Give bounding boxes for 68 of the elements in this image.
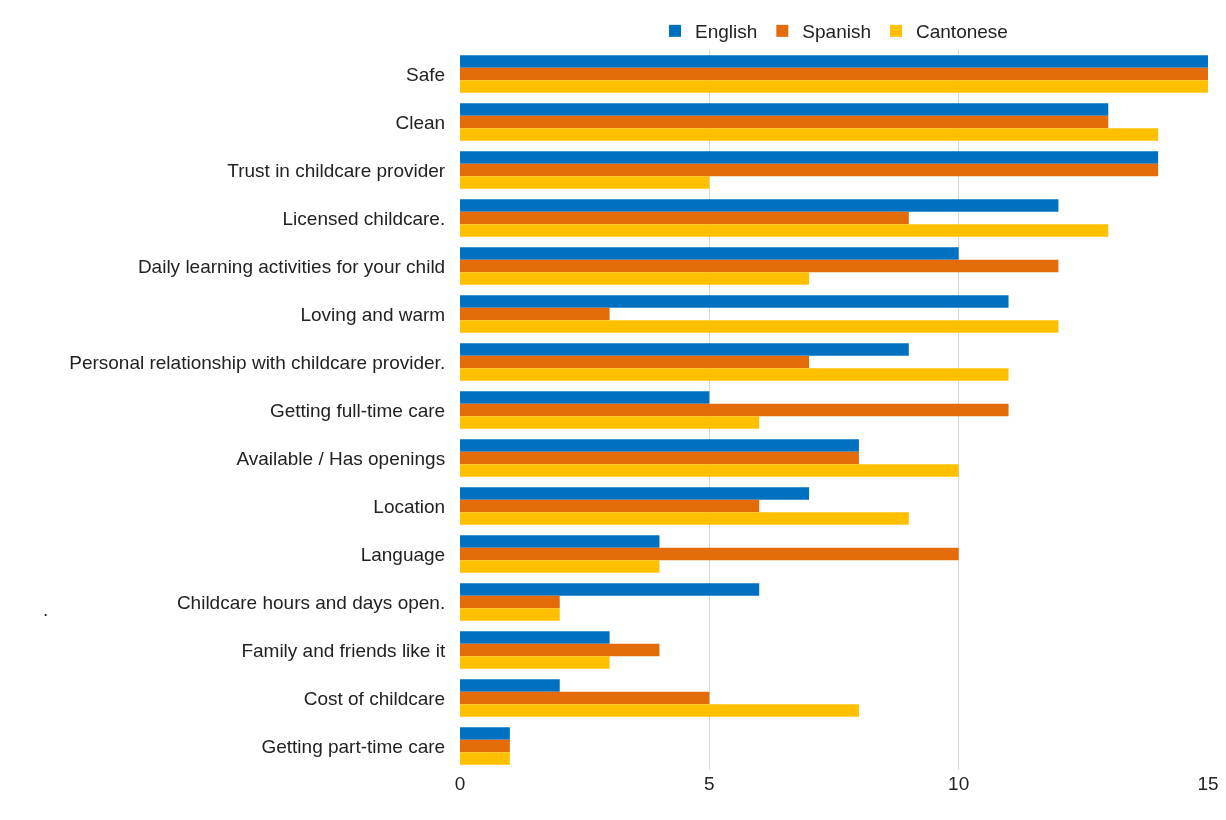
bar — [460, 391, 710, 404]
y-tick-label: Personal relationship with childcare provider. — [69, 351, 446, 373]
y-tick-label: Trust in childcare provider — [227, 159, 446, 181]
bar — [460, 176, 710, 189]
bar — [460, 643, 660, 657]
bar — [460, 211, 909, 225]
bar — [460, 320, 1059, 333]
bar — [460, 343, 909, 356]
bar — [460, 679, 560, 692]
x-tick-label: 5 — [704, 773, 715, 794]
bar — [460, 656, 610, 669]
bar — [460, 247, 959, 260]
bar — [460, 451, 859, 465]
y-tick-label: Cost of childcare — [303, 687, 446, 709]
bar — [460, 55, 1208, 68]
y-tick-label: Safe — [406, 63, 446, 85]
bar — [460, 272, 810, 285]
bar — [460, 439, 859, 452]
bar — [460, 583, 760, 596]
bar — [460, 151, 1159, 164]
x-tick-label: 0 — [454, 773, 466, 794]
bar — [460, 355, 810, 369]
bar — [460, 80, 1208, 93]
bar — [460, 631, 610, 644]
bar — [460, 224, 1109, 237]
bar — [460, 535, 660, 548]
y-tick-label: Childcare hours and days open. — [176, 591, 446, 613]
bar — [460, 259, 1059, 273]
bar — [460, 608, 560, 621]
bar — [460, 368, 1009, 381]
bar — [460, 704, 859, 717]
bar — [460, 727, 510, 740]
legend-label: Spanish — [802, 21, 871, 43]
bar — [460, 512, 909, 525]
legend-label: Cantonese — [916, 21, 1008, 43]
x-tick-label: 15 — [1197, 773, 1219, 794]
y-tick-label: Available / Has openings — [236, 447, 446, 469]
y-tick-label: Family and friends like it — [241, 639, 446, 661]
bar — [460, 739, 510, 753]
y-tick-label: Getting full-time care — [269, 399, 446, 421]
bar — [460, 487, 810, 500]
bar — [460, 115, 1109, 129]
text: . — [43, 599, 49, 620]
y-tick-label: Location — [373, 495, 446, 517]
bar — [460, 67, 1208, 81]
bar — [460, 307, 610, 321]
y-tick-label: Licensed childcare. — [282, 207, 446, 229]
bar — [460, 560, 660, 573]
bar — [460, 752, 510, 765]
y-tick-label: Daily learning activities for your child — [137, 255, 446, 277]
bar — [460, 403, 1009, 417]
y-tick-label: Language — [360, 543, 446, 565]
bar — [460, 595, 560, 609]
bar — [460, 416, 760, 429]
y-tick-label: Getting part-time care — [261, 735, 446, 757]
x-tick-label: 10 — [948, 773, 970, 794]
bar — [460, 464, 959, 477]
legend-label: English — [695, 21, 758, 43]
bar — [460, 103, 1109, 116]
bar — [460, 295, 1009, 308]
bar — [460, 691, 710, 705]
bar — [460, 199, 1059, 212]
bar — [460, 128, 1159, 141]
y-tick-label: Clean — [395, 111, 446, 133]
bar — [460, 499, 760, 513]
y-tick-label: Loving and warm — [300, 303, 446, 325]
bar — [460, 163, 1159, 177]
bar — [460, 547, 959, 561]
